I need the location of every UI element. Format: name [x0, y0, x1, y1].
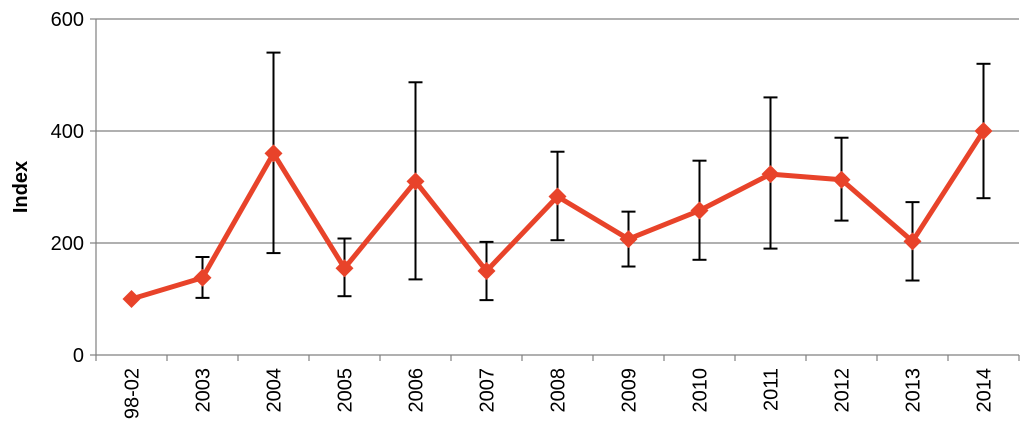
x-tick-label: 2014: [974, 368, 996, 413]
y-tick-label: 200: [51, 233, 84, 255]
data-markers: [122, 122, 993, 308]
x-tick-label: 2012: [832, 368, 854, 413]
data-point: [690, 201, 709, 220]
data-point: [832, 170, 851, 189]
x-tick-labels: 98-02 2003 2004 2005 2006 2007 2008 2009 2010 201…: [122, 368, 996, 419]
axes: [90, 18, 1020, 361]
data-point: [761, 165, 780, 184]
x-tick-label: 2005: [335, 368, 357, 413]
x-tick-label: 2011: [761, 368, 783, 411]
x-tick-label: 2009: [619, 368, 641, 413]
y-tick-label: 400: [51, 121, 84, 143]
error-bars: [195, 51, 991, 302]
x-tick-label: 2010: [690, 368, 712, 413]
data-point: [335, 259, 354, 278]
data-point: [264, 144, 283, 163]
data-point: [974, 122, 993, 140]
gridlines: [96, 18, 1019, 244]
data-point: [619, 230, 638, 249]
y-tick-label: 600: [51, 9, 84, 31]
x-tick-label: 2013: [903, 368, 925, 413]
x-tick-label: 2003: [193, 368, 215, 413]
y-tick-label: 0: [73, 345, 84, 367]
data-point: [193, 268, 212, 287]
data-point: [477, 262, 496, 280]
data-point: [903, 232, 922, 251]
y-tick-labels: 0 200 400 600: [51, 9, 84, 367]
y-axis-label: Index: [10, 161, 32, 213]
x-tick-label: 2006: [406, 368, 428, 413]
data-point: [406, 172, 425, 191]
x-tick-label: 2004: [264, 368, 286, 413]
x-tick-label: 2007: [477, 368, 499, 413]
x-tick-label: 98-02: [122, 368, 144, 419]
data-point: [122, 290, 141, 308]
data-point: [548, 187, 567, 206]
x-tick-label: 2008: [548, 368, 570, 413]
